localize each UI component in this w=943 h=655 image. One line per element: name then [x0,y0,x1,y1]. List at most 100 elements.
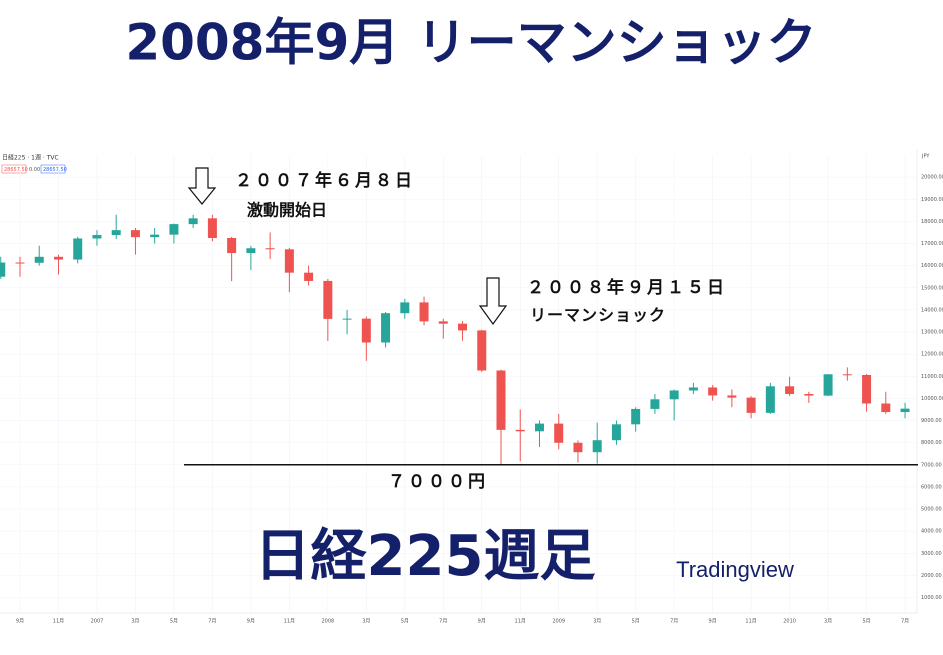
candle-body [15,262,25,264]
y-tick-label: 8000.00 [921,440,942,446]
x-tick-label: 7月 [208,619,216,625]
candle-body [496,370,506,430]
y-tick-label: 6000.00 [921,484,942,490]
y-tick-label: 1000.00 [921,595,942,601]
page-title: 2008年9月 リーマンショック [125,14,816,72]
candle-body [246,248,256,254]
subtitle: 日経225週足 [255,524,596,589]
x-tick-label: 2008 [321,619,334,625]
quote-box [1,164,27,174]
quote-box [40,164,66,174]
x-tick-label: 3月 [824,619,832,625]
candle-body [746,397,756,413]
y-tick-label: 9000.00 [921,418,942,424]
candle-body [842,374,852,376]
x-tick-label: 5月 [401,619,409,625]
y-tick-label: 10000.00 [921,396,943,402]
hline-label: ７０００円 [388,472,488,492]
candle-body [708,387,718,396]
x-tick-label: 11月 [284,619,295,625]
y-tick-label: 11000.00 [921,374,943,380]
currency-label: JPY [921,154,930,160]
candle-body [265,248,275,250]
x-tick-label: 9月 [247,619,255,625]
candle-body [284,249,294,273]
candle-body [342,318,352,320]
candle-body [669,390,679,400]
candle-body [592,440,602,453]
y-tick-label: 19000.00 [921,197,943,203]
candle-body [323,280,333,319]
x-tick-label: 5月 [170,619,178,625]
candle-body [73,238,83,260]
y-tick-label: 12000.00 [921,352,943,358]
candle-body [881,403,891,413]
x-tick-label: 9月 [478,619,486,625]
x-tick-label: 7月 [439,619,447,625]
x-tick-label: 5月 [632,619,640,625]
x-tick-label: 2010 [783,619,796,625]
candle-body [207,218,217,238]
x-tick-label: 2009 [552,619,565,625]
y-tick-label: 16000.00 [921,263,943,269]
arrow [187,167,217,205]
candle-body [688,387,698,391]
quote-label: 28657.50 [4,167,28,173]
x-tick-label: 9月 [16,619,24,625]
y-tick-label: 18000.00 [921,219,943,225]
candle-body [458,323,468,331]
candle-body [400,302,410,314]
x-tick-label: 11月 [745,619,756,625]
y-tick-label: 4000.00 [921,529,942,535]
annotation-date: ２００８年９月１５日 [527,277,727,298]
x-tick-label: 9月 [709,619,717,625]
annotation-text: 激動開始日 [247,201,327,220]
x-tick-label: 7月 [670,619,678,625]
candle-body [804,394,814,396]
candle-body [304,272,314,281]
candle-body [188,218,198,225]
x-tick-label: 3月 [362,619,370,625]
candle-body [92,235,102,239]
candle-body [515,429,525,432]
y-tick-label: 20000.00 [921,175,943,181]
y-tick-label: 5000.00 [921,507,942,513]
plot: 1000.00 2000.00 3000.00 4000.00 5000.00 6000.… [0,155,943,625]
candle-body [631,408,641,425]
candle-body [438,321,448,324]
candle-body [611,424,621,441]
candle-body [169,224,179,235]
candle-body [34,256,44,263]
candle-body [554,423,564,443]
y-tick-label: 3000.00 [921,551,942,557]
x-tick-label: 2007 [91,619,104,625]
y-tick-label: 13000.00 [921,330,943,336]
candle-body [765,386,775,413]
candle-body [534,423,544,432]
candle-body [419,302,429,322]
candle-body [477,330,487,371]
quote-label: 0.00 [29,167,40,173]
y-tick-label: 7000.00 [921,462,942,468]
y-tick-label: 2000.00 [921,573,942,579]
candle-body [862,374,872,404]
candle-body [361,318,371,343]
candle-body [53,256,63,260]
candle-body [381,313,391,343]
arrow [478,277,508,326]
candle-body [573,442,583,453]
candle-body [150,234,160,238]
candle-body [900,408,910,413]
y-tick-label: 15000.00 [921,285,943,291]
x-tick-label: 5月 [862,619,870,625]
candle-body [0,262,6,277]
candle-body [785,386,795,395]
source-label: Tradingview [676,557,794,582]
candle-body [130,230,140,238]
symbol-label: 日経225 · 1週 · TVC [2,154,59,162]
y-tick-label: 17000.00 [921,241,943,247]
x-tick-label: 11月 [53,619,64,625]
candle-body [727,395,737,398]
x-tick-label: 3月 [131,619,139,625]
candle-body [823,374,833,396]
